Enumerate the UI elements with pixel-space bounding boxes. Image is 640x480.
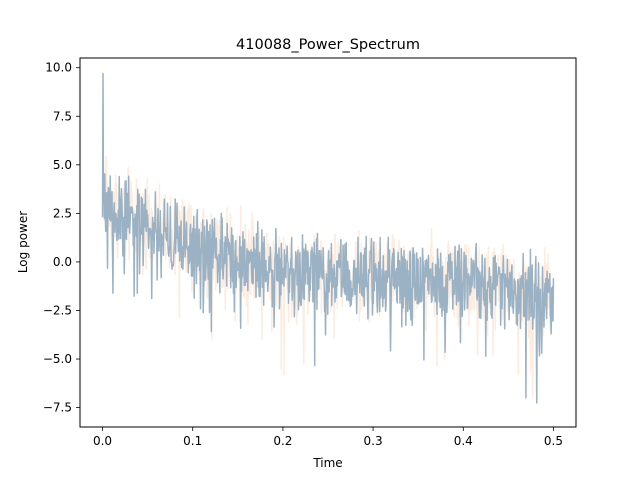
y-tick-label: −7.5 — [43, 401, 72, 415]
y-tick-label: 10.0 — [45, 61, 72, 75]
chart-title: 410088_Power_Spectrum — [236, 37, 420, 53]
x-axis: 0.0 0.1 0.2 0.3 0.4 0.5 — [93, 427, 563, 448]
x-axis-label: Time — [312, 456, 342, 470]
y-tick-label: 7.5 — [53, 109, 72, 123]
x-tick-label: 0.0 — [93, 434, 112, 448]
x-tick-label: 0.5 — [544, 434, 563, 448]
y-tick-label: −2.5 — [43, 303, 72, 317]
y-axis: −7.5 −5.0 −2.5 0.0 2.5 5.0 7.5 10.0 — [43, 61, 80, 415]
y-tick-label: 2.5 — [53, 206, 72, 220]
x-tick-label: 0.3 — [364, 434, 383, 448]
x-tick-label: 0.1 — [183, 434, 202, 448]
x-tick-label: 0.4 — [454, 434, 473, 448]
series-layer — [101, 72, 555, 404]
x-tick-label: 0.2 — [273, 434, 292, 448]
plot-frame — [79, 57, 577, 428]
y-tick-label: −5.0 — [43, 352, 72, 366]
y-tick-label: 5.0 — [53, 158, 72, 172]
y-tick-label: 0.0 — [53, 255, 72, 269]
y-axis-label: Log power — [16, 211, 30, 273]
series-line-2 — [101, 72, 555, 404]
